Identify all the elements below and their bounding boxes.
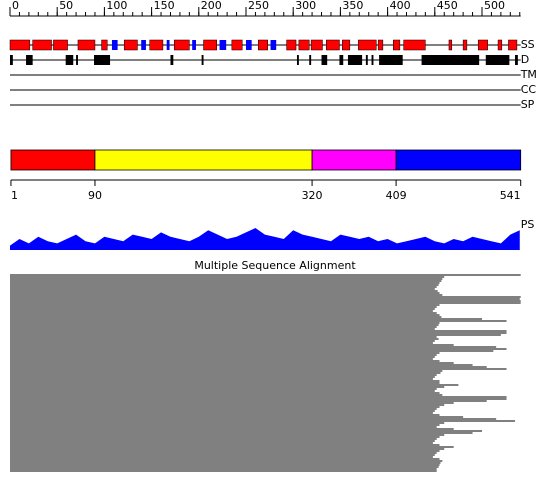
helix (298, 39, 310, 51)
helix (310, 39, 323, 51)
domain (94, 149, 313, 171)
helix (462, 39, 468, 51)
track-label: SS (521, 38, 535, 51)
tick-label: 150 (154, 0, 175, 12)
helix (325, 39, 340, 51)
disorder (321, 55, 328, 65)
disorder (339, 55, 344, 65)
helix (358, 39, 377, 51)
disorder (365, 55, 368, 65)
tick-label: 100 (106, 0, 127, 12)
helix (497, 39, 503, 51)
ps-profile (10, 228, 520, 250)
helix (101, 39, 108, 51)
helix (32, 39, 52, 51)
track-label: SP (521, 98, 535, 111)
disorder (296, 55, 299, 65)
strand (166, 40, 170, 50)
helix (77, 39, 96, 51)
helix (123, 39, 138, 51)
disorder (515, 55, 518, 65)
strand (270, 40, 277, 50)
disorder (76, 55, 78, 65)
disorder (94, 55, 111, 65)
tick-label: 0 (12, 0, 19, 12)
helix (174, 39, 190, 51)
strand (111, 40, 118, 50)
strand (192, 40, 196, 50)
track-label: D (521, 53, 529, 66)
disorder (65, 55, 74, 65)
domain (311, 149, 397, 171)
tick-label: 250 (248, 0, 269, 12)
tick-label: 300 (295, 0, 316, 12)
disorder (379, 55, 403, 65)
tick-label: 400 (390, 0, 411, 12)
disorder (371, 55, 374, 65)
tick-label: 50 (59, 0, 73, 12)
helix (53, 39, 68, 51)
helix (377, 39, 384, 51)
disorder (10, 55, 13, 65)
domain (10, 149, 96, 171)
disorder (26, 55, 33, 65)
track-label: TM (520, 68, 537, 81)
msa-title: Multiple Sequence Alignment (194, 259, 356, 272)
helix (286, 39, 297, 51)
disorder (485, 55, 510, 65)
helix (393, 39, 401, 51)
disorder (201, 55, 204, 65)
helix (203, 39, 217, 51)
strand (141, 40, 146, 50)
disorder (347, 55, 363, 65)
helix (403, 39, 426, 51)
disorder (309, 55, 312, 65)
tick-label: 500 (484, 0, 505, 12)
track-label: CC (521, 83, 537, 96)
ps-label: PS (521, 218, 535, 231)
helix (508, 39, 518, 51)
strand (245, 40, 252, 50)
domain-label: 409 (386, 189, 407, 202)
disorder (170, 55, 174, 65)
helix (231, 39, 243, 51)
domain-label: 90 (88, 189, 102, 202)
helix (258, 39, 268, 51)
domain (395, 149, 522, 171)
domain-label: 320 (302, 189, 323, 202)
tick-label: 450 (437, 0, 458, 12)
tick-label: 350 (342, 0, 363, 12)
helix (477, 39, 488, 51)
domain-label: 541 (500, 189, 521, 202)
strand (219, 40, 227, 50)
helix (448, 39, 453, 51)
disorder (421, 55, 480, 65)
helix (342, 39, 351, 51)
tick-label: 200 (201, 0, 222, 12)
domain-label: 1 (11, 189, 18, 202)
helix (9, 39, 31, 51)
helix (149, 39, 164, 51)
